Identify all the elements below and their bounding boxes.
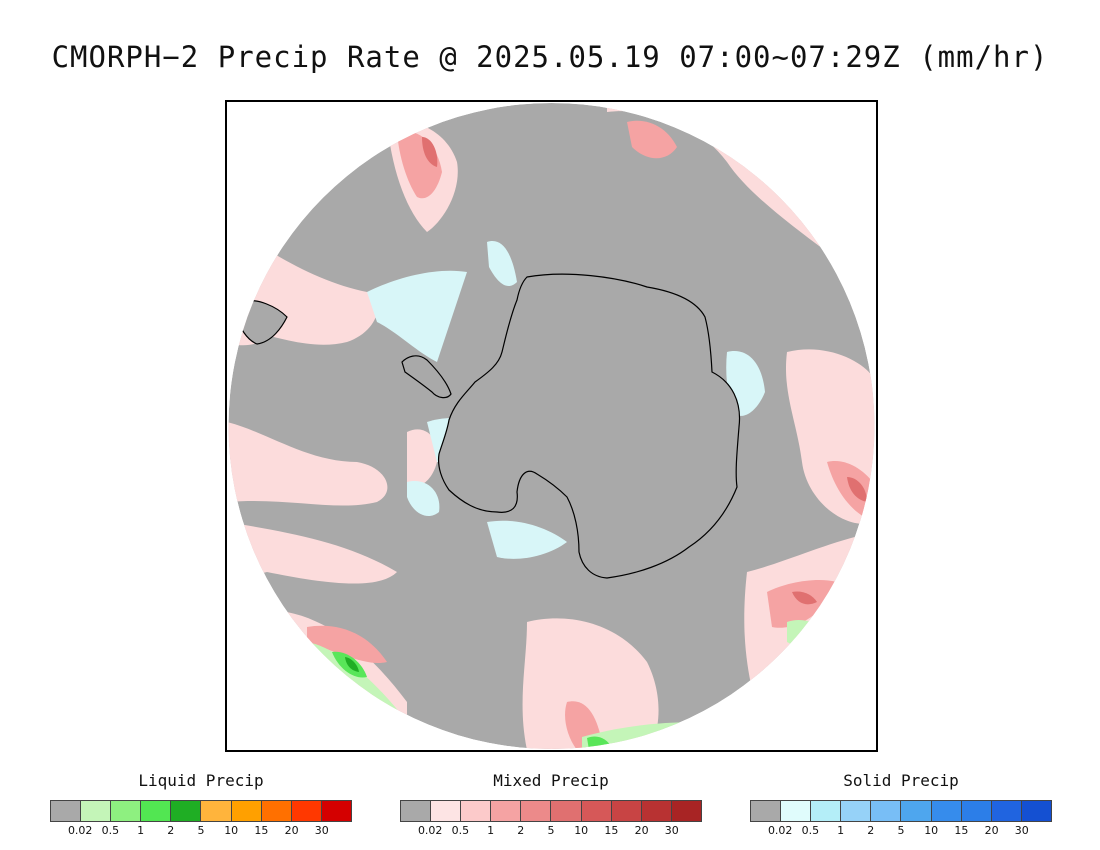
- legend-tick-label: 15: [254, 824, 269, 837]
- legend-ticks: 0.02 0.5 1 2 5 10 15 20 30: [750, 824, 1052, 838]
- legend-tick-label: 30: [314, 824, 329, 837]
- legend-tick-label: 0.5: [801, 824, 820, 837]
- legend-swatch: [611, 801, 642, 821]
- map-frame: [225, 100, 878, 752]
- legend-tick-label: 20: [284, 824, 299, 837]
- legend-ticks: 0.02 0.5 1 2 5 10 15 20 30: [50, 824, 352, 838]
- legend-title: Mixed Precip: [493, 771, 609, 790]
- antarctic-peninsula-coastline: [401, 355, 452, 399]
- legend-tick-label: 2: [167, 824, 175, 837]
- polar-precip-map: [228, 103, 875, 749]
- legend-swatch: [431, 801, 462, 821]
- legend-swatch: [991, 801, 1022, 821]
- legend-tick-label: 10: [224, 824, 239, 837]
- legend-tick-label: 5: [197, 824, 205, 837]
- legend-swatch: [321, 801, 351, 821]
- legend-tick-label: 20: [634, 824, 649, 837]
- legend-swatch: [781, 801, 812, 821]
- legend-tick-label: 1: [487, 824, 495, 837]
- legend-tick-label: 5: [547, 824, 555, 837]
- legend-swatches: [400, 800, 702, 822]
- mixed-precip-heavy-regions: [422, 137, 867, 605]
- legend-ticks: 0.02 0.5 1 2 5 10 15 20 30: [400, 824, 702, 838]
- legend-tick-label: 2: [867, 824, 875, 837]
- legend-tick-label: 0.02: [67, 824, 93, 837]
- legend-swatch: [171, 801, 202, 821]
- legend-swatch: [811, 801, 842, 821]
- legend-swatch: [671, 801, 701, 821]
- legend-tick-label: 15: [604, 824, 619, 837]
- legend-swatches: [750, 800, 1052, 822]
- antarctica-coastline: [437, 273, 741, 579]
- legend-swatch: [201, 801, 232, 821]
- legend-tick-label: 30: [664, 824, 679, 837]
- legend-tick-label: 15: [954, 824, 969, 837]
- legend-swatch: [291, 801, 322, 821]
- legend-swatch: [931, 801, 962, 821]
- map-title: CMORPH−2 Precip Rate @ 2025.05.19 07:00~…: [51, 40, 1049, 74]
- legend-tick-label: 1: [837, 824, 845, 837]
- legend-swatch: [51, 801, 82, 821]
- legend-swatch: [1021, 801, 1051, 821]
- legend-tick-label: 0.5: [101, 824, 120, 837]
- legend-swatch: [521, 801, 552, 821]
- legend-swatch: [871, 801, 902, 821]
- legend-swatch: [81, 801, 112, 821]
- legend-swatch: [581, 801, 612, 821]
- legend-swatch: [141, 801, 172, 821]
- legend-solid: Solid Precip 0.02 0.5 1 2 5 10 15 20 30: [750, 770, 1052, 838]
- legend-tick-label: 20: [984, 824, 999, 837]
- legend-title: Liquid Precip: [138, 771, 264, 790]
- legend-mixed: Mixed Precip 0.02 0.5 1 2 5 10 15 20 30: [400, 770, 702, 838]
- legend-swatch: [551, 801, 582, 821]
- legend-swatch: [401, 801, 432, 821]
- legend-swatch: [261, 801, 292, 821]
- legend-swatches: [50, 800, 352, 822]
- legend-swatch: [461, 801, 492, 821]
- legend-swatch: [641, 801, 672, 821]
- legend-tick-label: 2: [517, 824, 525, 837]
- legend-tick-label: 0.5: [451, 824, 470, 837]
- legend-tick-label: 0.02: [417, 824, 443, 837]
- legend-tick-label: 5: [897, 824, 905, 837]
- legend-tick-label: 10: [574, 824, 589, 837]
- legend-swatch: [961, 801, 992, 821]
- legend-swatch: [901, 801, 932, 821]
- legend-tick-label: 30: [1014, 824, 1029, 837]
- legend-swatch: [111, 801, 142, 821]
- legend-tick-label: 0.02: [767, 824, 793, 837]
- legend-swatch: [751, 801, 782, 821]
- legend-tick-label: 1: [137, 824, 145, 837]
- legend-title: Solid Precip: [843, 771, 959, 790]
- legend-swatch: [491, 801, 522, 821]
- legend-liquid: Liquid Precip 0.02 0.5 1 2 5 10 15 20 30: [50, 770, 352, 838]
- legend-swatch: [231, 801, 262, 821]
- legend-tick-label: 10: [924, 824, 939, 837]
- legend-swatch: [841, 801, 872, 821]
